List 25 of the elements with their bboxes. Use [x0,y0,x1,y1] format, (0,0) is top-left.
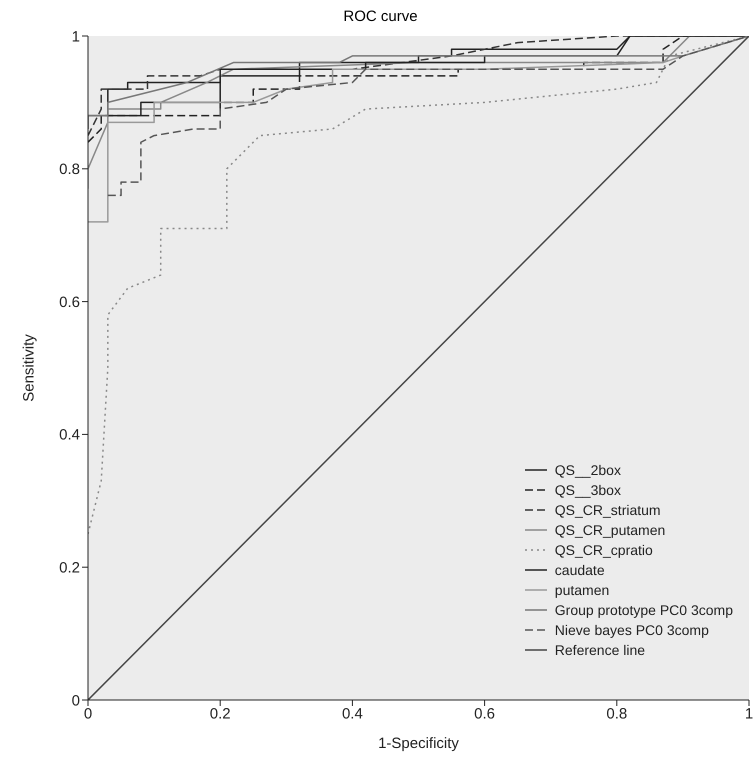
chart-title: ROC curve [342,8,419,27]
legend-label: Group prototype PC0 3comp [554,601,733,620]
x-tick-label: 0.8 [606,706,628,723]
x-tick-label: 0 [84,706,92,723]
x-tick-label: 0.4 [342,706,363,723]
legend-label: Nieve bayes PC0 3comp [554,621,709,640]
legend-label: putamen [554,581,610,600]
x-tick-label: 0.6 [474,706,496,723]
legend-label: QS__2box [554,461,621,480]
legend-label: QS_CR_striatum [554,501,661,520]
legend-label: QS_CR_cpratio [554,541,653,560]
y-tick-label: 0.2 [59,560,80,577]
x-tick-label: 1 [744,706,753,723]
y-tick-label: 0.6 [59,294,80,311]
y-tick-label: 0.8 [59,161,80,178]
y-tick-label: 0 [72,692,80,710]
legend-label: caudate [554,561,605,580]
legend-label: QS_CR_putamen [554,521,666,540]
x-axis-title: 1-Specificity [378,735,460,752]
legend-label: QS__3box [554,481,621,500]
y-tick-label: 0.4 [59,426,80,444]
legend-label: Reference line [554,641,646,660]
y-axis-title: Sensitivity [20,334,38,402]
y-tick-label: 1 [72,28,80,46]
x-tick-label: 0.2 [210,706,231,723]
